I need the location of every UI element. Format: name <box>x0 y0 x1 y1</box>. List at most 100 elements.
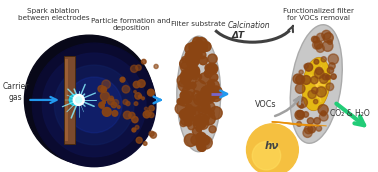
Circle shape <box>197 41 204 49</box>
Circle shape <box>322 74 329 80</box>
Circle shape <box>136 65 141 70</box>
Circle shape <box>297 97 302 102</box>
Circle shape <box>182 85 195 98</box>
Circle shape <box>177 98 184 105</box>
Circle shape <box>199 144 206 151</box>
Circle shape <box>102 101 105 104</box>
Circle shape <box>196 74 201 80</box>
Circle shape <box>122 85 130 93</box>
Circle shape <box>187 114 194 121</box>
Circle shape <box>206 66 213 73</box>
Circle shape <box>196 132 206 142</box>
Circle shape <box>25 35 154 165</box>
Circle shape <box>326 83 334 91</box>
Circle shape <box>302 76 311 84</box>
Circle shape <box>190 49 197 56</box>
Circle shape <box>181 69 191 80</box>
Circle shape <box>293 74 303 84</box>
Circle shape <box>182 74 191 83</box>
Circle shape <box>316 44 324 52</box>
Circle shape <box>147 89 154 96</box>
Circle shape <box>113 100 119 106</box>
Bar <box>65 59 68 141</box>
Circle shape <box>202 95 207 100</box>
Circle shape <box>197 143 205 151</box>
Circle shape <box>189 42 200 52</box>
Circle shape <box>101 92 110 101</box>
Circle shape <box>299 104 304 108</box>
Circle shape <box>179 109 190 120</box>
Circle shape <box>73 94 84 105</box>
Circle shape <box>319 112 328 121</box>
Circle shape <box>180 72 190 82</box>
Ellipse shape <box>302 57 330 111</box>
Circle shape <box>304 125 313 134</box>
Circle shape <box>189 67 200 77</box>
Circle shape <box>184 96 192 103</box>
Circle shape <box>123 111 131 119</box>
Text: Calcination: Calcination <box>227 21 270 30</box>
Circle shape <box>198 108 204 114</box>
Circle shape <box>189 69 200 79</box>
Circle shape <box>196 141 203 148</box>
Circle shape <box>202 102 208 108</box>
Circle shape <box>308 125 316 133</box>
Circle shape <box>186 73 192 79</box>
Circle shape <box>331 74 336 79</box>
Circle shape <box>191 51 201 61</box>
Circle shape <box>206 79 219 92</box>
Circle shape <box>187 107 200 120</box>
Circle shape <box>180 91 189 100</box>
Text: hν: hν <box>265 141 280 151</box>
Circle shape <box>191 45 198 52</box>
Circle shape <box>199 73 210 84</box>
Circle shape <box>182 57 187 62</box>
Circle shape <box>149 112 154 118</box>
Circle shape <box>99 102 104 108</box>
Circle shape <box>101 87 107 92</box>
Ellipse shape <box>290 25 342 143</box>
Circle shape <box>200 135 210 145</box>
Circle shape <box>130 65 138 72</box>
Circle shape <box>191 135 201 145</box>
Circle shape <box>181 76 189 84</box>
Circle shape <box>134 102 138 105</box>
Circle shape <box>154 64 158 69</box>
Circle shape <box>189 107 195 113</box>
Circle shape <box>204 96 210 103</box>
Circle shape <box>102 108 111 116</box>
Circle shape <box>208 54 217 64</box>
Circle shape <box>33 43 156 167</box>
Circle shape <box>193 41 203 51</box>
Circle shape <box>196 126 201 132</box>
Circle shape <box>132 128 136 132</box>
Circle shape <box>297 97 307 108</box>
Circle shape <box>203 113 210 120</box>
Circle shape <box>203 113 215 125</box>
Circle shape <box>184 91 193 100</box>
Circle shape <box>305 63 313 71</box>
Circle shape <box>208 81 215 88</box>
Circle shape <box>316 33 325 41</box>
Circle shape <box>134 90 136 93</box>
Circle shape <box>136 137 142 143</box>
Circle shape <box>326 75 330 80</box>
Circle shape <box>316 87 327 97</box>
Circle shape <box>143 142 147 145</box>
Circle shape <box>181 116 191 125</box>
Circle shape <box>200 123 205 128</box>
Circle shape <box>314 118 321 124</box>
Bar <box>64 56 75 144</box>
Circle shape <box>120 77 125 82</box>
Circle shape <box>203 116 209 122</box>
Circle shape <box>311 76 318 84</box>
Circle shape <box>100 103 104 107</box>
Text: Functionalized filter
for VOCs removal: Functionalized filter for VOCs removal <box>283 8 354 21</box>
Circle shape <box>181 74 191 83</box>
Circle shape <box>126 101 130 106</box>
Circle shape <box>129 112 135 119</box>
Circle shape <box>135 125 139 129</box>
Circle shape <box>108 98 114 105</box>
Circle shape <box>42 53 146 157</box>
Circle shape <box>316 126 322 131</box>
